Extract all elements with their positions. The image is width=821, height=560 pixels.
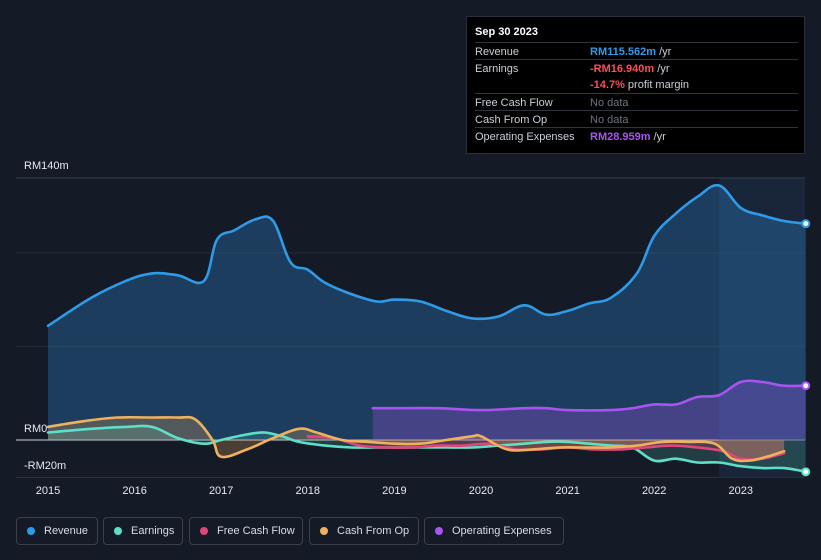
line-earnings: [46, 424, 808, 474]
x-tick-label: 2016: [122, 485, 147, 497]
gridlines: [16, 177, 805, 478]
tooltip-value: No data: [590, 97, 629, 109]
legend-label: Operating Expenses: [452, 525, 552, 537]
legend-dot-icon: [200, 527, 208, 535]
tooltip-value: RM28.959m /yr: [590, 131, 666, 143]
tooltip-value: -RM16.940m /yr: [590, 63, 670, 75]
tooltip-row-opex: Operating Expenses RM28.959m /yr: [475, 127, 798, 145]
x-tick-label: 2017: [208, 485, 234, 497]
legend-dot-icon: [114, 527, 122, 535]
marker-revenue: [801, 219, 811, 229]
y-tick-label-zero: RM0: [24, 423, 48, 435]
legend-label: Earnings: [131, 525, 175, 537]
x-tick-label: 2020: [468, 485, 494, 497]
legend-cash-from-op[interactable]: Cash From Op: [309, 517, 419, 545]
tooltip-label: Revenue: [475, 46, 520, 58]
legend-label: Cash From Op: [337, 525, 410, 537]
series-areas: [48, 185, 806, 472]
hover-highlight-band: [719, 178, 805, 478]
tooltip-value: No data: [590, 114, 629, 126]
line-cfo: [46, 415, 786, 463]
data-tooltip: Sep 30 2023 Revenue RM115.562m /yr Earni…: [466, 16, 805, 154]
area-cfo: [48, 417, 785, 461]
x-tick-label: 2019: [382, 485, 407, 497]
tooltip-row-earnings: Earnings -RM16.940m /yr: [475, 59, 798, 77]
tooltip-date: Sep 30 2023: [475, 26, 538, 38]
series-lines: [46, 183, 808, 474]
marker-opex: [801, 381, 811, 391]
x-tick-label: 2018: [295, 485, 321, 497]
tooltip-label: Cash From Op: [475, 114, 548, 126]
tooltip-label: Earnings: [475, 63, 519, 75]
legend-label: Revenue: [44, 525, 89, 537]
tooltip-row-fcf: Free Cash Flow No data: [475, 93, 798, 111]
x-tick-label: 2021: [555, 485, 580, 497]
x-tick-label: 2015: [35, 485, 61, 497]
tooltip-row-revenue: Revenue RM115.562m /yr: [475, 42, 798, 60]
tooltip-label: Free Cash Flow: [475, 97, 553, 109]
legend-revenue[interactable]: Revenue: [16, 517, 98, 545]
legend-dot-icon: [27, 527, 35, 535]
tooltip-row-cfo: Cash From Op No data: [475, 110, 798, 128]
tooltip-value: RM115.562m /yr: [590, 46, 672, 58]
marker-earnings: [801, 467, 811, 477]
legend-label: Free Cash Flow: [217, 525, 295, 537]
y-tick-label-top: RM140m: [24, 160, 69, 172]
legend-dot-icon: [320, 527, 328, 535]
tooltip-row-margin: -14.7% profit margin: [475, 76, 798, 93]
legend-dot-icon: [435, 527, 443, 535]
x-tick-label: 2022: [641, 485, 667, 497]
series-end-markers: [801, 219, 811, 477]
line-revenue: [46, 183, 808, 328]
line-opex: [371, 379, 808, 412]
area-revenue: [48, 185, 806, 440]
x-tick-label: 2023: [728, 485, 754, 497]
tooltip-label: Operating Expenses: [475, 131, 575, 143]
y-tick-label-bottom: -RM20m: [24, 460, 67, 472]
legend-earnings[interactable]: Earnings: [103, 517, 183, 545]
legend-operating-expenses[interactable]: Operating Expenses: [424, 517, 564, 545]
legend-free-cash-flow[interactable]: Free Cash Flow: [189, 517, 303, 545]
tooltip-profit-margin: -14.7% profit margin: [590, 79, 690, 91]
